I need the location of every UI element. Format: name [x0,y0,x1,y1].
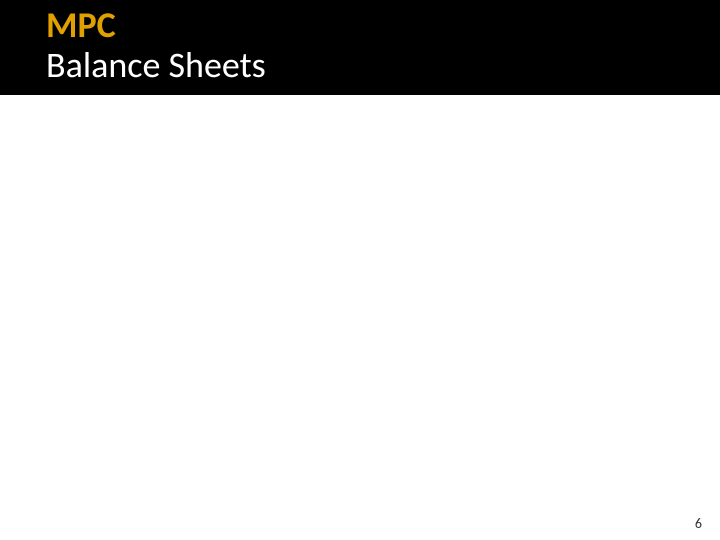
slide-header: MPC Balance Sheets [0,0,720,95]
title-line2: Balance Sheets [46,46,720,86]
title-line1: MPC [46,6,720,46]
page-number: 6 [695,515,702,532]
slide-body [0,95,720,537]
